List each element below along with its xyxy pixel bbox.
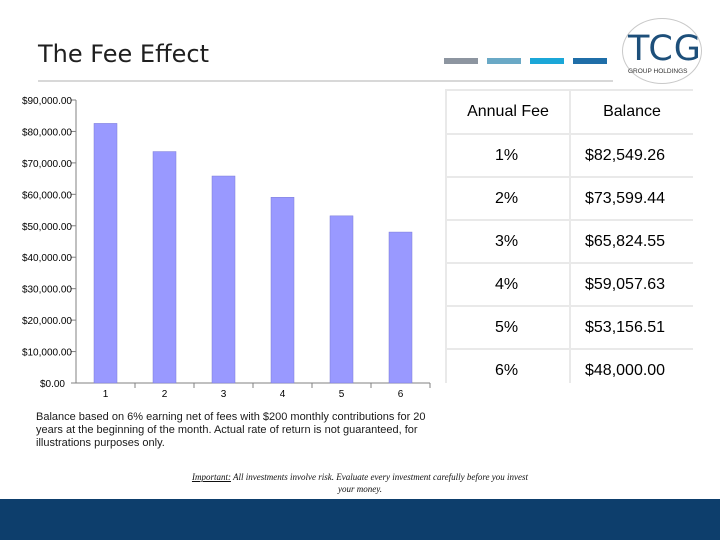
fee-cell: 2% (447, 178, 569, 219)
y-tick-label: $60,000.00 (22, 190, 72, 201)
accent-bar (444, 58, 478, 64)
logo-subtitle: GROUP HOLDINGS (628, 68, 688, 75)
y-tick-label: $50,000.00 (22, 222, 72, 233)
footer-band (0, 499, 720, 540)
x-tick-label: 6 (398, 389, 404, 400)
page-title: The Fee Effect (38, 40, 209, 68)
header-balance: Balance (571, 91, 693, 133)
balance-cell: $82,549.26 (571, 135, 693, 176)
header-annual-fee: Annual Fee (447, 91, 569, 133)
accent-bar (530, 58, 564, 64)
fee-table: Annual Fee Balance 1% $82,549.26 2% $73,… (445, 89, 695, 393)
balance-cell: $53,156.51 (571, 307, 693, 348)
y-tick-label: $80,000.00 (22, 127, 72, 138)
table-header-row: Annual Fee Balance (447, 91, 693, 133)
fee-cell: 3% (447, 221, 569, 262)
fee-cell: 6% (447, 350, 569, 391)
balance-cell: $65,824.55 (571, 221, 693, 262)
y-tick-label: $20,000.00 (22, 316, 72, 327)
table-row: 4% $59,057.63 (447, 264, 693, 305)
important-notice: Important: All investments involve risk.… (190, 471, 530, 495)
table-row: 1% $82,549.26 (447, 135, 693, 176)
title-divider (38, 80, 613, 82)
fee-cell: 4% (447, 264, 569, 305)
balance-cell: $73,599.44 (571, 178, 693, 219)
bar (211, 175, 236, 384)
accent-bar (573, 58, 607, 64)
table-row: 3% $65,824.55 (447, 221, 693, 262)
table-row: 2% $73,599.44 (447, 178, 693, 219)
x-tick-label: 5 (339, 389, 345, 400)
y-tick-label: $10,000.00 (22, 348, 72, 359)
fee-bar-chart: $0.00 $10,000.00 $20,000.00 $30,000.00 $40,0… (22, 96, 431, 400)
balance-cell: $48,000.00 (571, 350, 693, 391)
company-logo: TCG GROUP HOLDINGS (622, 18, 702, 84)
table-row: 6% $48,000.00 (447, 350, 693, 391)
disclaimer-note: Balance based on 6% earning net of fees … (36, 411, 426, 449)
fee-cell: 5% (447, 307, 569, 348)
logo-ring (622, 18, 702, 84)
logo-text: TCG (628, 29, 702, 69)
x-tick-label: 1 (103, 389, 109, 400)
important-text: All investments involve risk. Evaluate e… (230, 472, 529, 494)
y-tick-label: $70,000.00 (22, 159, 72, 170)
bar (152, 151, 177, 384)
bar (329, 215, 354, 384)
bar (93, 123, 118, 384)
accent-bar (487, 58, 521, 64)
y-tick-label: $30,000.00 (22, 285, 72, 296)
y-tick-label: $90,000.00 (22, 96, 72, 107)
important-label: Important: (191, 472, 231, 482)
accent-bars (444, 58, 607, 64)
bar (388, 231, 413, 384)
x-tick-label: 2 (162, 389, 168, 400)
y-tick-label: $40,000.00 (22, 253, 72, 264)
bar (270, 197, 295, 384)
x-tick-label: 4 (280, 389, 286, 400)
x-tick-label: 3 (221, 389, 227, 400)
balance-cell: $59,057.63 (571, 264, 693, 305)
table-row: 5% $53,156.51 (447, 307, 693, 348)
fee-cell: 1% (447, 135, 569, 176)
y-tick-label: $0.00 (40, 379, 65, 390)
